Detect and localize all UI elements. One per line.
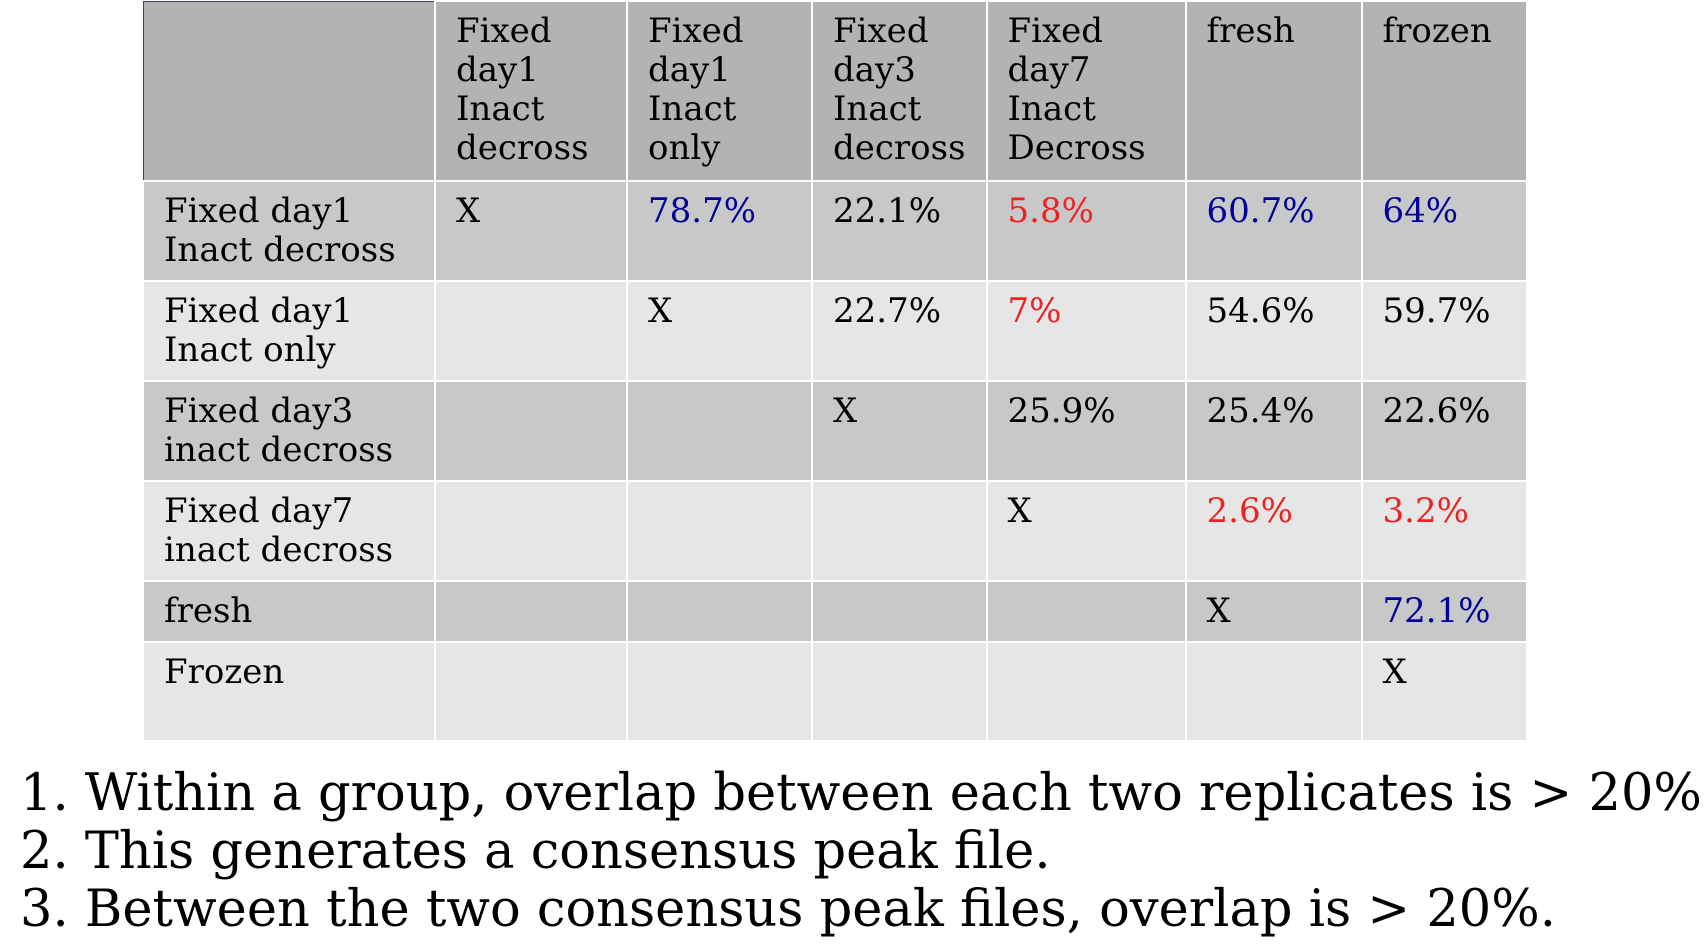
table-row: fresh X 72.1% [142,580,1528,643]
column-header: Fixed day1 Inact only [626,0,813,182]
row-label: Fixed day1 Inact only [142,280,436,382]
table-row: Fixed day1 Inact decross X 78.7% 22.1% 5… [142,180,1528,282]
row-label: Fixed day1 Inact decross [142,180,436,282]
row-label: fresh [142,580,436,643]
table-cell: X [811,380,988,482]
note-item: 1. Within a group, overlap between each … [20,764,1706,823]
table-cell: 54.6% [1184,280,1363,382]
table-cell [434,280,628,382]
table-cell: X [1184,580,1363,643]
table-cell [811,641,988,742]
table-cell: 22.7% [811,280,988,382]
note-item: 2. This generates a consensus peak file. [20,822,1051,881]
table-cell [626,641,813,742]
table-cell: X [1360,641,1528,742]
table-cell: 25.4% [1184,380,1363,482]
table-row: Frozen X [142,641,1528,742]
header-row: Fixed day1 Inact decross Fixed day1 Inac… [142,0,1528,182]
table-cell: 5.8% [985,180,1187,282]
table-cell [434,641,628,742]
overlap-matrix-table: Fixed day1 Inact decross Fixed day1 Inac… [142,0,1528,742]
table-cell: 3.2% [1360,480,1528,582]
table-cell [1184,641,1363,742]
table-cell: 59.7% [1360,280,1528,382]
column-header: Fixed day7 Inact Decross [985,0,1187,182]
table-cell: 7% [985,280,1187,382]
column-header: Fixed day1 Inact decross [434,0,628,182]
table-cell [626,380,813,482]
table-cell: 25.9% [985,380,1187,482]
table-cell: 2.6% [1184,480,1363,582]
column-header: frozen [1360,0,1528,182]
table-cell: 78.7% [626,180,813,282]
table-row: Fixed day7 inact decross X 2.6% 3.2% [142,480,1528,582]
table-cell: X [434,180,628,282]
table-cell: 22.1% [811,180,988,282]
corner-cell [142,0,436,182]
column-header: Fixed day3 Inact decross [811,0,988,182]
table-cell [626,580,813,643]
table-cell: 60.7% [1184,180,1363,282]
table-cell [434,580,628,643]
table-cell: 22.6% [1360,380,1528,482]
row-label: Fixed day3 inact decross [142,380,436,482]
table-row: Fixed day3 inact decross X 25.9% 25.4% 2… [142,380,1528,482]
table-cell: X [985,480,1187,582]
notes-list: 1. Within a group, overlap between each … [20,765,1706,939]
table-cell [985,580,1187,643]
table-cell: 64% [1360,180,1528,282]
table-cell: 72.1% [1360,580,1528,643]
table-cell [434,480,628,582]
table-cell [811,480,988,582]
row-label: Fixed day7 inact decross [142,480,436,582]
table-cell [985,641,1187,742]
column-header: fresh [1184,0,1363,182]
table-cell [811,580,988,643]
table-cell: X [626,280,813,382]
table-cell [434,380,628,482]
table-row: Fixed day1 Inact only X 22.7% 7% 54.6% 5… [142,280,1528,382]
note-item: 3. Between the two consensus peak files,… [20,880,1556,939]
row-label: Frozen [142,641,436,742]
table-cell [626,480,813,582]
